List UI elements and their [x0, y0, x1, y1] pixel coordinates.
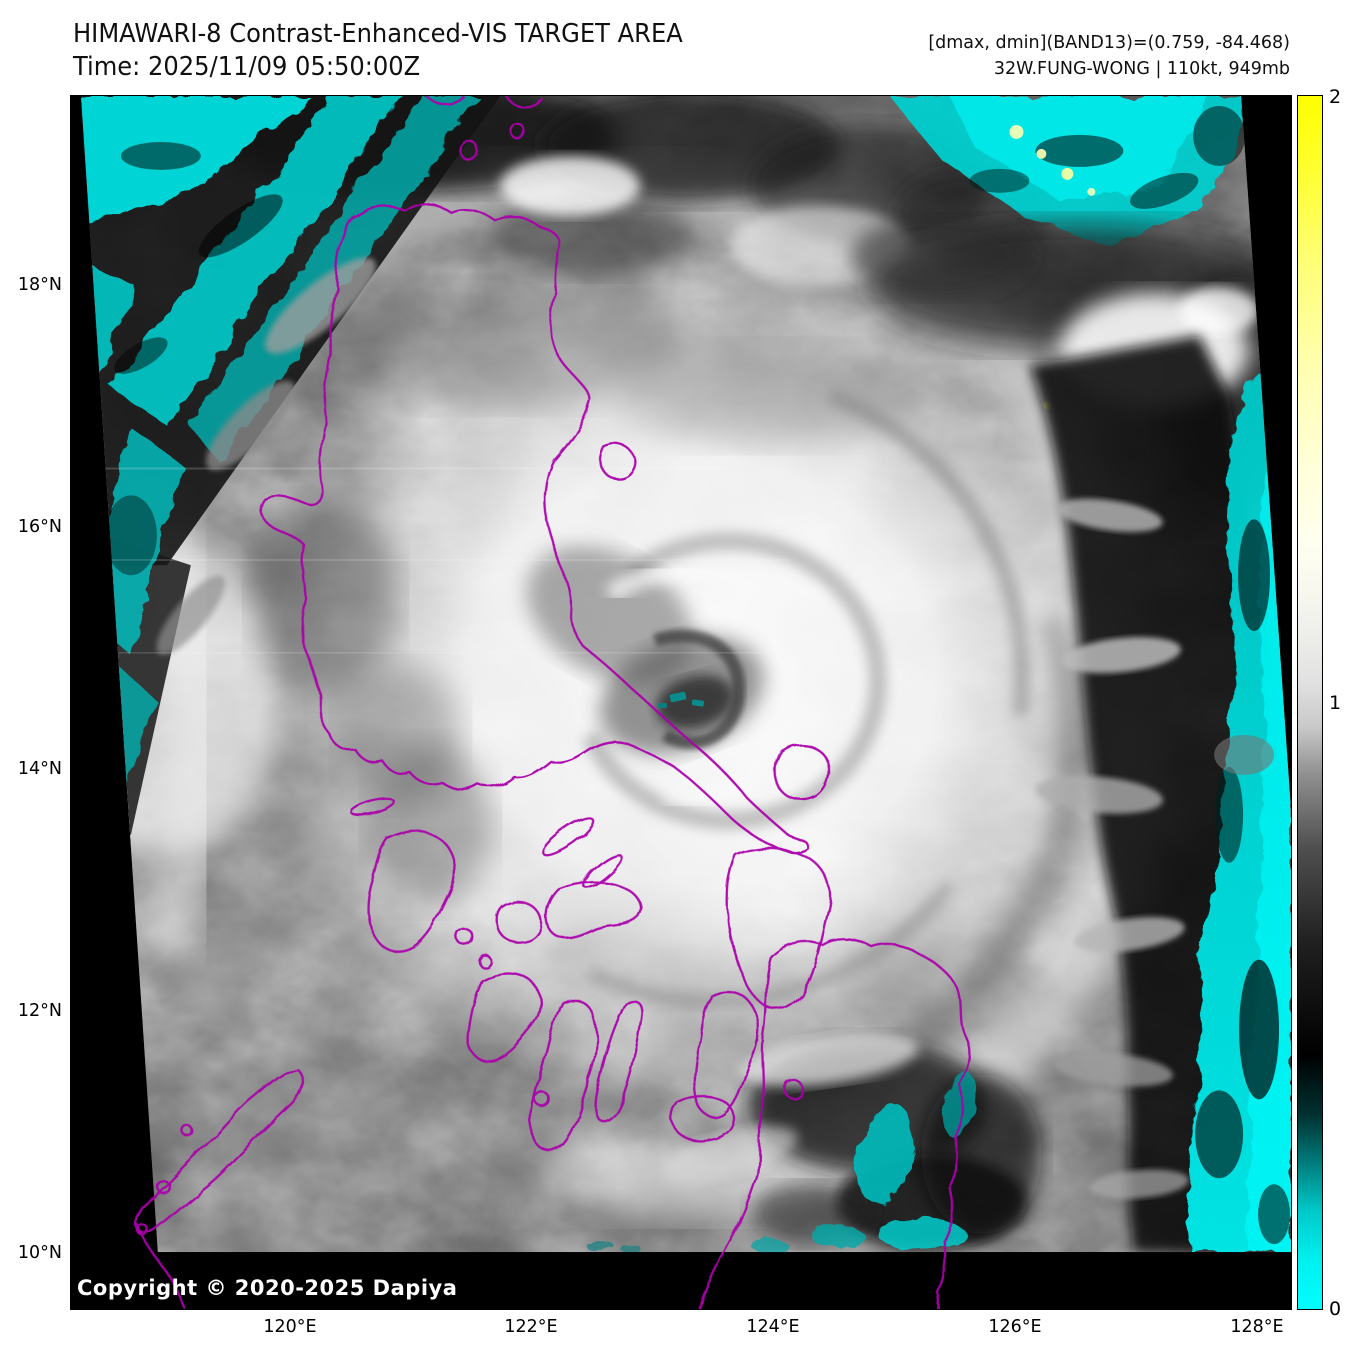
- colorbar-tick-1: 1: [1329, 692, 1342, 714]
- timestamp: Time: 2025/11/09 05:50:00Z: [73, 52, 421, 82]
- page-title: HIMAWARI-8 Contrast-Enhanced-VIS TARGET …: [73, 19, 683, 49]
- coastline-masbate: [544, 880, 643, 940]
- coastline-mindoro: [366, 829, 456, 952]
- copyright-text: Copyright © 2020-2025 Dapiya: [77, 1276, 458, 1300]
- coastline-samar: [726, 847, 832, 1011]
- coastline-mindanao: [770, 937, 971, 1309]
- lon-label-122e: 122°E: [504, 1317, 558, 1337]
- satellite-imagery: [80, 96, 1291, 1253]
- title-block: HIMAWARI-8 Contrast-Enhanced-VIS TARGET …: [73, 18, 683, 84]
- coastline-bohol: [670, 1095, 735, 1142]
- enhanced-cold-region-right: [1029, 335, 1291, 1253]
- coastline-marinduque: [495, 900, 543, 944]
- lat-label-18n: 18°N: [17, 275, 62, 295]
- coastline-panay: [467, 972, 542, 1062]
- coastline-negros: [530, 998, 599, 1152]
- colorbar-tick-0: 0: [1329, 1298, 1342, 1320]
- lat-label-14n: 14°N: [17, 759, 62, 779]
- coastline-leyte: [693, 991, 760, 1119]
- lon-label-124e: 124°E: [746, 1317, 800, 1337]
- lat-label-10n: 10°N: [17, 1243, 62, 1263]
- lon-label-126e: 126°E: [988, 1317, 1042, 1337]
- lat-label-12n: 12°N: [17, 1001, 62, 1021]
- coastline-luzon: [259, 202, 810, 854]
- band-stats-text: [dmax, dmin](BAND13)=(0.759, -84.468): [928, 33, 1290, 53]
- satellite-map: [70, 95, 1292, 1310]
- enhanced-cold-region-bottom: [586, 1032, 1042, 1253]
- lon-label-128e: 128°E: [1230, 1317, 1284, 1337]
- storm-info-text: 32W.FUNG-WONG | 110kt, 949mb: [993, 59, 1290, 79]
- typhoon-eye: [600, 561, 779, 809]
- colorbar-tick-2: 2: [1329, 86, 1342, 108]
- coastline-cebu: [593, 999, 644, 1123]
- colorbar: [1297, 95, 1323, 1310]
- coastlines: [134, 96, 971, 1309]
- lon-label-120e: 120°E: [263, 1317, 317, 1337]
- coastline-polillo: [599, 443, 636, 479]
- lat-label-16n: 16°N: [17, 517, 62, 537]
- annotation-block: [dmax, dmin](BAND13)=(0.759, -84.468) 32…: [928, 30, 1290, 82]
- coastline-catanduanes: [774, 743, 830, 801]
- satellite-scene: [71, 96, 1291, 1309]
